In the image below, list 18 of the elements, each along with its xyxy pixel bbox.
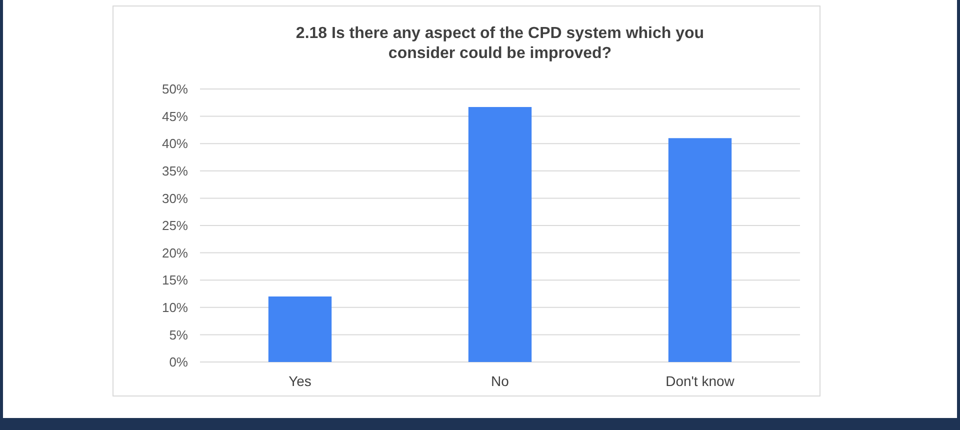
- x-tick-label: Don't know: [666, 373, 736, 389]
- y-tick-label: 40%: [162, 136, 188, 152]
- y-tick-label: 5%: [169, 327, 188, 342]
- bar: [468, 107, 532, 362]
- y-tick-label: 15%: [162, 272, 188, 288]
- y-tick-label: 20%: [162, 245, 188, 260]
- y-tick-label: 0%: [169, 354, 188, 370]
- y-tick-label: 45%: [162, 108, 188, 124]
- bar: [668, 138, 732, 362]
- x-tick-label: Yes: [288, 373, 312, 389]
- y-tick-label: 35%: [162, 163, 188, 178]
- y-tick-label: 25%: [162, 218, 188, 234]
- y-tick-label: 10%: [162, 300, 188, 315]
- y-tick-label: 50%: [162, 82, 188, 97]
- y-tick-label: 30%: [162, 190, 188, 206]
- bar: [268, 296, 332, 362]
- chart-title: 2.18 Is there any aspect of the CPD system which you consider could be improved?: [296, 25, 704, 62]
- x-tick-label: No: [491, 373, 510, 389]
